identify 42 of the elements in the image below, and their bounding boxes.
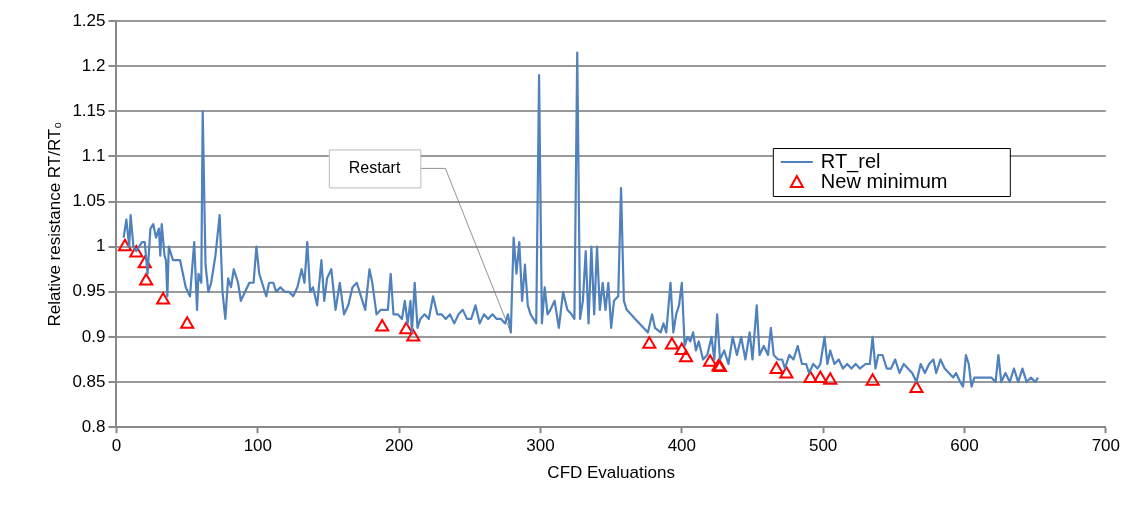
y-tick-label: 1.25 [72,10,106,30]
y-tick-label: 1.15 [72,100,106,120]
y-tick-label: 1.2 [81,55,106,75]
point [813,370,828,383]
y-tick-label: 1.1 [81,146,106,166]
x-tick-label: 300 [526,436,555,456]
point [180,316,195,329]
y-tick-label: 0.9 [81,326,106,346]
y-tick-label: 0.85 [72,371,106,391]
x-tick-label: 400 [667,436,697,456]
y-tick-label: 0.8 [81,416,106,436]
y-tick-label: 0.95 [72,281,106,301]
x-axis-title: CFD Evaluations [547,463,675,483]
point [779,365,794,379]
point [823,372,838,385]
x-tick-label: 600 [950,436,979,456]
point [642,336,657,349]
point [156,291,171,305]
x-tick-label: 500 [808,436,838,456]
point [137,255,152,269]
point [139,272,154,286]
point [679,349,694,363]
y-axis-title: Relative resistance RT/RT₀ [44,121,64,327]
x-tick-label: 100 [243,436,273,456]
y-tick-label: 1 [96,236,106,256]
point [769,361,784,374]
y-tick-label: 1.05 [72,191,106,211]
x-tick-label: 700 [1091,436,1121,456]
point [129,244,144,258]
point [865,373,880,386]
x-tick-label: 0 [111,436,122,456]
point [909,380,924,393]
annotation: Restart [348,158,401,176]
point [406,328,421,342]
point [664,337,679,350]
point [674,342,689,355]
point [117,238,133,252]
x-tick-label: 200 [384,436,414,456]
point [375,319,390,332]
point [703,354,718,367]
point [399,321,414,335]
point [803,370,818,383]
